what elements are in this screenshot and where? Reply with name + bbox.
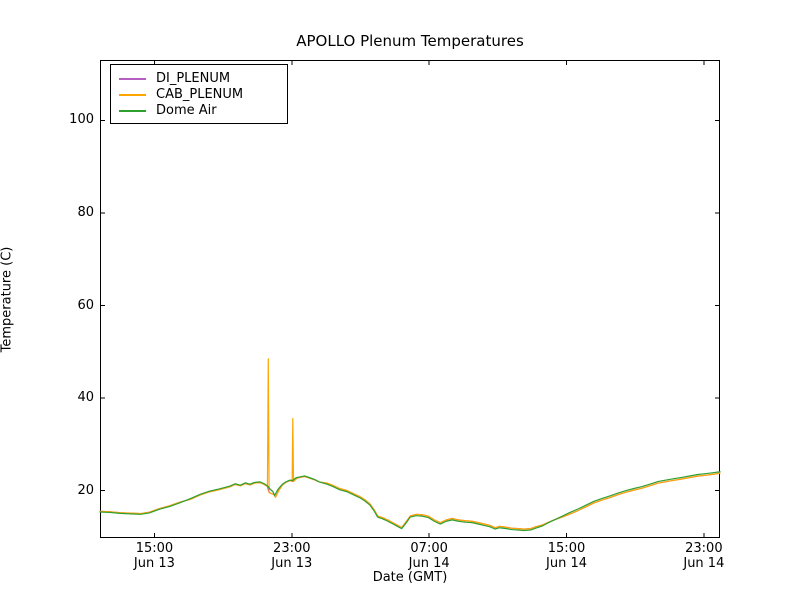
x-tick-label: 15:00 Jun 13: [133, 541, 175, 571]
legend: DI_PLENUM CAB_PLENUM Dome Air: [110, 64, 288, 124]
series-line-di-plenum: [99, 472, 721, 530]
x-tick-label: 07:00 Jun 14: [408, 541, 450, 571]
y-tick-label: 40: [77, 390, 94, 406]
y-axis-label: Temperature (C): [0, 246, 15, 353]
y-tick-label: 100: [69, 112, 94, 128]
y-tick-label: 80: [77, 205, 94, 221]
legend-item: CAB_PLENUM: [111, 87, 287, 102]
series-line-dome-air: [99, 471, 721, 532]
axes-frame: [100, 60, 720, 538]
dome-air-line-swatch: [119, 109, 146, 112]
legend-label-cab-plenum: CAB_PLENUM: [156, 87, 244, 102]
x-axis-label: Date (GMT): [372, 570, 448, 585]
legend-label-dome-air: Dome Air: [156, 103, 217, 118]
y-tick-label: 60: [77, 297, 94, 313]
y-tick-label: 20: [77, 482, 94, 498]
di-plenum-line-swatch: [119, 77, 146, 80]
series-line-cab-plenum: [99, 358, 721, 530]
chart-title: APOLLO Plenum Temperatures: [296, 32, 524, 50]
x-tick-label: 23:00 Jun 13: [271, 541, 313, 571]
legend-item: DI_PLENUM: [111, 71, 287, 86]
cab-plenum-line-swatch: [119, 93, 146, 96]
legend-item: Dome Air: [111, 103, 287, 118]
x-tick-label: 23:00 Jun 14: [683, 541, 725, 571]
legend-label-di-plenum: DI_PLENUM: [156, 71, 231, 86]
x-tick-label: 15:00 Jun 14: [546, 541, 587, 571]
